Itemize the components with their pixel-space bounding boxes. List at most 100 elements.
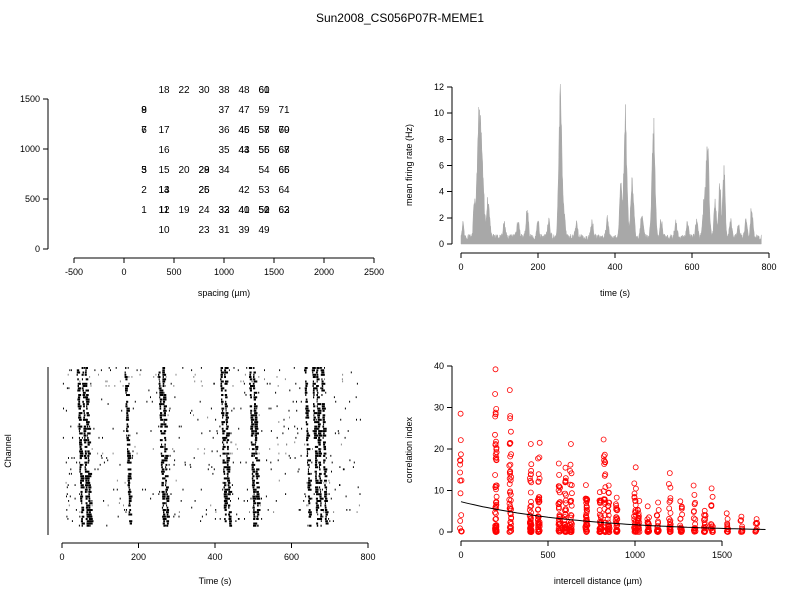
burst-mark — [251, 468, 255, 471]
correlation-point — [679, 511, 685, 518]
burst-mark — [321, 380, 324, 383]
burst-mark — [254, 425, 258, 428]
burst-mark — [222, 459, 225, 462]
electrode-label: 49 — [258, 225, 270, 236]
burst-mark — [87, 459, 90, 462]
electrode-label: 9 — [141, 105, 147, 116]
spike-mark — [359, 493, 361, 495]
burst-mark — [314, 463, 317, 466]
burst-mark — [316, 405, 318, 408]
burst-mark — [164, 475, 169, 478]
burst-mark — [313, 396, 315, 399]
burst-mark — [251, 454, 254, 457]
correlation-point — [583, 516, 590, 523]
burst-mark — [254, 423, 258, 426]
correlation-point — [567, 481, 574, 488]
burst-mark — [319, 488, 321, 491]
layout-x-tick-label: 1000 — [214, 267, 234, 277]
spike-mark — [344, 436, 346, 439]
spike-mark — [331, 461, 333, 464]
burst-mark — [85, 398, 90, 401]
burst-mark — [318, 475, 321, 478]
correlation-point — [507, 503, 514, 510]
spike-mark — [73, 457, 75, 459]
spike-mark — [165, 385, 166, 387]
spike-mark — [228, 369, 230, 372]
correlation-point — [535, 526, 542, 533]
burst-mark — [161, 484, 164, 487]
correlation-point — [666, 481, 672, 487]
burst-mark — [159, 398, 163, 401]
spike-mark — [219, 454, 221, 457]
burst-mark — [256, 459, 261, 462]
spike-mark — [240, 407, 242, 410]
burst-mark — [221, 400, 224, 403]
spike-mark — [270, 461, 272, 464]
burst-mark — [226, 432, 231, 435]
burst-mark — [159, 394, 164, 397]
spike-mark — [98, 436, 100, 439]
spike-mark — [289, 416, 290, 419]
spike-mark — [325, 391, 327, 394]
burst-mark — [319, 463, 322, 466]
correlation-point — [492, 472, 499, 478]
burst-mark — [318, 434, 323, 437]
burst-mark — [161, 470, 165, 473]
spike-mark — [244, 391, 246, 394]
correlation-point — [737, 517, 744, 524]
spike-mark — [108, 385, 110, 387]
spike-mark — [66, 515, 68, 518]
spike-mark — [245, 394, 247, 396]
spike-mark — [256, 407, 258, 410]
spike-mark — [245, 461, 247, 464]
rate-x-tick-label: 400 — [607, 262, 622, 272]
spike-mark — [310, 472, 312, 475]
correlation-point — [508, 521, 514, 527]
correlation-point — [507, 519, 514, 525]
correlation-point — [655, 499, 661, 506]
burst-mark — [128, 493, 131, 496]
burst-mark — [321, 407, 326, 410]
electrode-label: 35 — [218, 145, 230, 156]
burst-mark — [166, 522, 169, 525]
correlation-point — [457, 461, 464, 468]
spike-mark — [182, 488, 184, 491]
raster-x-tick-label: 600 — [284, 552, 299, 562]
correlation-point — [562, 464, 569, 471]
corr-x-tick-label: 500 — [540, 550, 555, 560]
electrode-label: 33 — [218, 205, 230, 216]
burst-mark — [312, 391, 315, 394]
correlation-point — [568, 441, 574, 447]
spike-mark — [244, 373, 246, 376]
burst-mark — [227, 484, 230, 487]
burst-mark — [220, 371, 224, 374]
burst-mark — [129, 520, 133, 523]
spike-mark — [66, 495, 67, 498]
spike-mark — [264, 369, 265, 372]
spike-mark — [140, 369, 142, 372]
burst-mark — [225, 400, 227, 403]
correlation-point — [492, 413, 499, 420]
burst-mark — [83, 416, 85, 419]
burst-mark — [251, 421, 253, 424]
burst-mark — [82, 391, 86, 394]
burst-mark — [85, 369, 87, 372]
raster-x-tick-label: 400 — [207, 552, 222, 562]
spike-mark — [261, 518, 263, 520]
electrode-label: 70 — [278, 125, 290, 136]
spike-mark — [339, 466, 341, 468]
burst-mark — [128, 488, 131, 491]
burst-mark — [307, 461, 309, 464]
correlation-point — [667, 497, 674, 504]
correlation-point — [555, 483, 562, 490]
burst-mark — [85, 486, 88, 489]
correlation-point — [708, 485, 715, 492]
burst-mark — [83, 434, 86, 437]
burst-mark — [255, 450, 257, 453]
electrode-label: 54 — [258, 165, 270, 176]
burst-mark — [163, 432, 166, 435]
burst-mark — [256, 518, 259, 521]
burst-mark — [127, 490, 132, 493]
spike-mark — [213, 382, 215, 385]
